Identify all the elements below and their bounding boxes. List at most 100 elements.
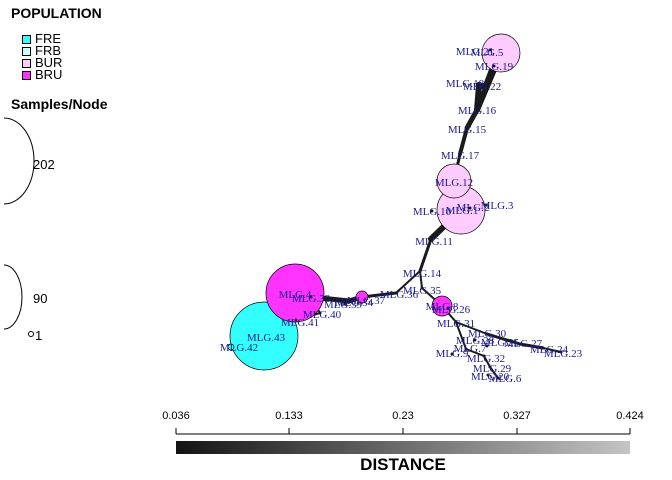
- node-label-mlg-16: MLG.16: [458, 105, 497, 117]
- node-label-mlg-34: MLG.34: [335, 297, 374, 309]
- node-label-mlg-8: MLG.8: [426, 301, 459, 313]
- node-label-mlg-4: MLG.4: [279, 289, 312, 301]
- fre-swatch-icon: [22, 34, 31, 44]
- node-mlg-20[interactable]: [486, 373, 490, 377]
- node-mlg-9[interactable]: [450, 352, 454, 356]
- edge-MLG14-MLG36: [395, 270, 421, 294]
- node-mlg-6[interactable]: [496, 376, 500, 380]
- node-label-mlg-1: MLG.1: [446, 205, 479, 217]
- edge-MLG16-MLG15: [464, 107, 480, 131]
- node-mlg-2[interactable]: [468, 206, 472, 210]
- size-legend-arc-large: [3, 117, 35, 205]
- legend-label-fre: FRE: [35, 31, 61, 46]
- node-mlg-31[interactable]: [454, 320, 458, 324]
- node-label-mlg-32: MLG.32: [467, 353, 505, 365]
- node-label-mlg-31: MLG.31: [437, 318, 475, 330]
- edge-MLG24-MLG23: [542, 347, 562, 353]
- node-mlg-4[interactable]: [265, 263, 325, 323]
- node-label-mlg-29: MLG.29: [473, 363, 512, 375]
- node-mlg-41[interactable]: [294, 318, 298, 322]
- scale-tick-label-1: 0.133: [275, 410, 303, 422]
- node-mlg-5[interactable]: [481, 33, 521, 73]
- legend-label-bur: BUR: [35, 55, 63, 70]
- node-mlg-22[interactable]: [484, 85, 488, 89]
- node-label-mlg-15: MLG.15: [448, 124, 487, 136]
- node-mlg-28[interactable]: [473, 338, 477, 342]
- legend-item-bur: BUR: [22, 55, 63, 70]
- node-label-mlg-10: MLG.10: [413, 206, 452, 218]
- node-mlg-11[interactable]: [429, 237, 433, 241]
- node-label-mlg-12: MLG.12: [435, 177, 473, 189]
- size-legend-dot-small: [28, 331, 34, 337]
- node-mlg-15[interactable]: [465, 126, 469, 130]
- node-mlg-10[interactable]: [430, 209, 434, 213]
- edge-MLG32-MLG29: [483, 355, 491, 368]
- legend-item-frb: FRB: [22, 44, 61, 57]
- node-mlg-26[interactable]: [446, 306, 450, 310]
- node-mlg-37[interactable]: [355, 290, 369, 304]
- node-label-mlg-19: MLG.19: [475, 61, 514, 73]
- node-label-mlg-5: MLG.5: [471, 47, 504, 59]
- node-mlg-43[interactable]: [229, 301, 299, 371]
- edge-MLG27-MLG24: [518, 342, 545, 350]
- node-mlg-23[interactable]: [559, 350, 563, 354]
- node-label-mlg-22: MLG.22: [463, 81, 501, 93]
- node-mlg-19[interactable]: [492, 64, 496, 68]
- node-label-mlg-25: MLG.25: [481, 337, 520, 349]
- node-mlg-7[interactable]: [464, 347, 468, 351]
- size-label-1: 1: [35, 328, 43, 343]
- legend-item-bru: BRU: [22, 68, 62, 81]
- node-mlg-36[interactable]: [394, 291, 398, 295]
- node-mlg-29[interactable]: [488, 365, 492, 369]
- node-mlg-25[interactable]: [485, 344, 489, 348]
- node-label-mlg-18: MLG.18: [446, 78, 485, 90]
- samples-legend-title: Samples/Node: [11, 96, 108, 112]
- node-mlg-8[interactable]: [431, 295, 453, 317]
- edge-MLG31-MLG30: [455, 321, 488, 335]
- node-mlg-39[interactable]: [343, 302, 347, 306]
- node-label-mlg-14: MLG.14: [403, 268, 442, 280]
- node-mlg-32[interactable]: [482, 354, 486, 358]
- node-label-mlg-23: MLG.23: [544, 348, 583, 360]
- node-label-mlg-36: MLG.36: [380, 289, 419, 301]
- node-mlg-16[interactable]: [475, 108, 479, 112]
- edge-MLG18-MLG16: [474, 82, 482, 113]
- node-label-mlg-7: MLG.7: [454, 343, 487, 355]
- bru-swatch-icon: [22, 70, 31, 80]
- node-mlg-30[interactable]: [485, 332, 489, 336]
- node-layer: [227, 33, 563, 380]
- node-label-mlg-11: MLG.11: [415, 236, 453, 248]
- edge-MLG15-MLG17: [458, 126, 469, 156]
- edge-MLG30-MLG27: [485, 332, 522, 346]
- node-label-mlg-27: MLG.27: [504, 338, 543, 350]
- node-label-mlg-37: MLG.37: [347, 295, 386, 307]
- scale-gradient: [176, 441, 630, 454]
- distance-scale-bar: [175, 428, 631, 454]
- size-legend-arc-medium: [3, 264, 23, 330]
- scale-tick-label-4: 0.424: [616, 410, 644, 422]
- node-mlg-40[interactable]: [318, 311, 322, 315]
- node-mlg-18[interactable]: [477, 83, 481, 87]
- node-label-mlg-17: MLG.17: [441, 150, 480, 162]
- node-mlg-21[interactable]: [488, 48, 492, 52]
- scale-tick-label-3: 0.327: [503, 410, 531, 422]
- node-mlg-24[interactable]: [541, 346, 545, 350]
- node-mlg-27[interactable]: [518, 342, 522, 346]
- node-mlg-34[interactable]: [347, 299, 351, 303]
- node-mlg-42[interactable]: [227, 343, 235, 351]
- node-label-mlg-40: MLG.40: [303, 309, 342, 321]
- node-mlg-17[interactable]: [458, 152, 462, 156]
- node-label-mlg-26: MLG.26: [432, 304, 471, 316]
- node-mlg-33[interactable]: [309, 295, 313, 299]
- edge-MLG29-MLG6: [489, 366, 499, 379]
- node-mlg-3[interactable]: [484, 203, 488, 207]
- node-mlg-12[interactable]: [436, 163, 472, 199]
- scale-title: DISTANCE: [360, 455, 446, 474]
- node-mlg-35[interactable]: [420, 286, 424, 290]
- edge-MLG14-MLG35: [419, 270, 423, 289]
- node-label-mlg-41: MLG.41: [281, 317, 319, 329]
- node-mlg-14[interactable]: [418, 269, 422, 273]
